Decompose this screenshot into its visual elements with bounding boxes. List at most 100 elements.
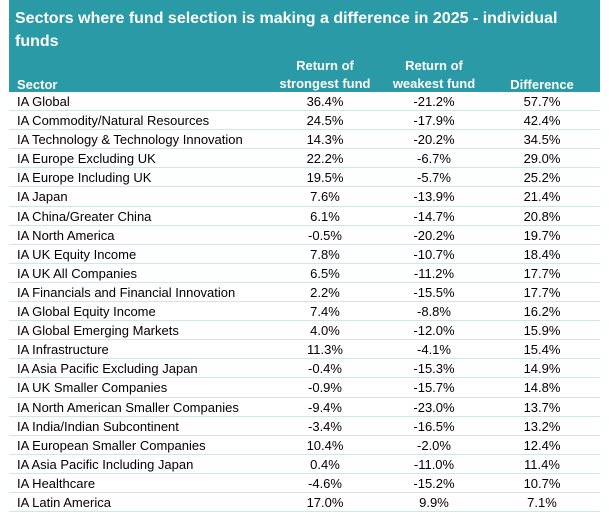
cell-difference: 57.7% <box>523 94 561 109</box>
table-row: IA UK Equity Income 7.8% -10.7% 18.4% <box>9 245 600 264</box>
cell-sector: IA India/Indian Subcontinent <box>17 418 179 434</box>
cell-strongest: -0.9% <box>308 380 342 396</box>
cell-weakest: -6.7% <box>417 151 451 167</box>
cell-weakest: -2.0% <box>417 437 451 453</box>
cell-difference: 12.4% <box>523 437 561 453</box>
cell-weakest: -16.5% <box>413 418 455 434</box>
cell-weakest: 9.9% <box>419 494 449 510</box>
table-row: IA North American Smaller Companies -9.4%… <box>9 398 600 417</box>
cell-difference: 34.5% <box>523 132 561 148</box>
cell-difference: 15.4% <box>523 342 561 358</box>
table-row: IA UK Smaller Companies -0.9% -15.7% 14.8% <box>9 378 600 398</box>
cell-strongest: 17.0% <box>306 494 344 510</box>
table-row: IA India/Indian Subcontinent -3.4% -16.5% 1… <box>9 417 600 436</box>
cell-weakest: -20.2% <box>413 132 455 148</box>
table-body: IA Global 36.4% -21.2% 57.7% IA Commodity/Na… <box>9 92 600 513</box>
column-header-sector: Sector <box>17 77 58 92</box>
cell-sector: IA Europe Including UK <box>17 170 152 186</box>
cell-difference: 20.8% <box>523 208 561 224</box>
table-header: Sectors where fund selection is making a… <box>9 0 600 92</box>
cell-strongest: 4.0% <box>310 323 340 339</box>
cell-strongest: 7.6% <box>310 189 340 205</box>
cell-strongest: 0.4% <box>310 456 340 472</box>
cell-difference: 15.9% <box>523 323 561 339</box>
cell-weakest: -12.0% <box>413 323 455 339</box>
table-row: IA Asia Pacific Including Japan 0.4% -11.0… <box>9 455 600 474</box>
cell-sector: IA Asia Pacific Including Japan <box>17 456 194 472</box>
cell-sector: IA Global Equity Income <box>17 304 156 320</box>
cell-difference: 7.1% <box>527 494 557 510</box>
cell-sector: IA Healthcare <box>17 475 96 491</box>
cell-sector: IA Global <box>17 94 70 109</box>
cell-weakest: -13.9% <box>413 189 455 205</box>
cell-sector: IA Infrastructure <box>17 342 109 358</box>
cell-difference: 29.0% <box>523 151 561 167</box>
column-header-strongest: Return of strongest fund <box>279 58 371 91</box>
cell-difference: 16.2% <box>523 304 561 320</box>
cell-strongest: -3.4% <box>308 418 342 434</box>
cell-sector: IA North America <box>17 227 115 243</box>
table-row: IA Japan 7.6% -13.9% 21.4% <box>9 187 600 207</box>
cell-difference: 17.7% <box>523 265 561 281</box>
cell-strongest: 24.5% <box>306 113 344 129</box>
cell-weakest: -14.7% <box>413 208 455 224</box>
table-row: IA Healthcare -4.6% -15.2% 10.7% <box>9 474 600 493</box>
table-row: IA European Smaller Companies 10.4% -2.0% 1… <box>9 436 600 455</box>
cell-sector: IA Japan <box>17 189 68 205</box>
table-row: IA UK All Companies 6.5% -11.2% 17.7% <box>9 264 600 283</box>
cell-sector: IA North American Smaller Companies <box>17 399 239 415</box>
cell-weakest: -17.9% <box>413 113 455 129</box>
cell-weakest: -15.7% <box>413 380 455 396</box>
cell-weakest: -5.7% <box>417 170 451 186</box>
cell-strongest: -0.5% <box>308 227 342 243</box>
table-row: IA North America -0.5% -20.2% 19.7% <box>9 226 600 245</box>
cell-strongest: 19.5% <box>306 170 344 186</box>
cell-difference: 42.4% <box>523 113 561 129</box>
cell-sector: IA Europe Excluding UK <box>17 151 156 167</box>
cell-difference: 10.7% <box>523 475 561 491</box>
column-header-weakest: Return of weakest fund <box>392 58 476 91</box>
cell-sector: IA Financials and Financial Innovation <box>17 284 236 300</box>
cell-strongest: 6.5% <box>310 265 340 281</box>
cell-difference: 19.7% <box>523 227 561 243</box>
table-row: IA Latin America 17.0% 9.9% 7.1% <box>9 493 600 513</box>
table-row: IA Financials and Financial Innovation 2.… <box>9 283 600 303</box>
cell-strongest: -0.4% <box>308 361 342 377</box>
table-row: IA China/Greater China 6.1% -14.7% 20.8% <box>9 207 600 226</box>
cell-difference: 13.2% <box>523 418 561 434</box>
cell-sector: IA Commodity/Natural Resources <box>17 113 210 129</box>
cell-strongest: 14.3% <box>306 132 344 148</box>
table-row: IA Infrastructure 11.3% -4.1% 15.4% <box>9 340 600 360</box>
table-row: IA Asia Pacific Excluding Japan -0.4% -15.… <box>9 359 600 379</box>
cell-strongest: 7.8% <box>310 246 340 262</box>
cell-strongest: 7.4% <box>310 304 340 320</box>
cell-sector: IA UK All Companies <box>17 265 137 281</box>
cell-difference: 17.7% <box>523 284 561 300</box>
cell-sector: IA Global Emerging Markets <box>17 323 179 339</box>
cell-difference: 18.4% <box>523 246 561 262</box>
table-row: IA Commodity/Natural Resources 24.5% -17.9… <box>9 111 600 131</box>
cell-weakest: -20.2% <box>413 227 455 243</box>
cell-sector: IA Asia Pacific Excluding Japan <box>17 361 198 377</box>
table-row: IA Europe Excluding UK 22.2% -6.7% 29.0% <box>9 149 600 169</box>
cell-strongest: 10.4% <box>306 437 344 453</box>
cell-difference: 25.2% <box>523 170 561 186</box>
cell-strongest: 11.3% <box>307 342 343 358</box>
table-row: IA Global 36.4% -21.2% 57.7% <box>9 92 600 112</box>
cell-sector: IA Latin America <box>17 494 111 510</box>
cell-weakest: -21.2% <box>413 94 455 109</box>
cell-weakest: -10.7% <box>413 246 455 262</box>
cell-strongest: 2.2% <box>310 284 340 300</box>
cell-strongest: -9.4% <box>308 399 342 415</box>
cell-weakest: -15.2% <box>413 475 455 491</box>
cell-weakest: -4.1% <box>417 342 451 358</box>
cell-sector: IA UK Equity Income <box>17 246 137 262</box>
cell-weakest: -8.8% <box>417 304 451 320</box>
table-row: IA Technology & Technology Innovation 14.… <box>9 130 600 150</box>
column-header-difference: Difference <box>510 77 574 92</box>
cell-weakest: -15.5% <box>413 284 455 300</box>
cell-difference: 21.4% <box>523 189 561 205</box>
cell-strongest: 6.1% <box>310 208 340 224</box>
table-row: IA Europe Including UK 19.5% -5.7% 25.2% <box>9 168 600 188</box>
